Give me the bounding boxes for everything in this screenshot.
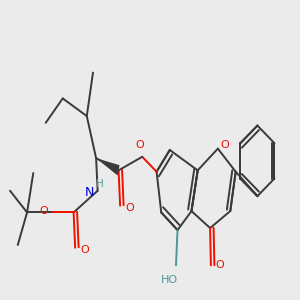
Text: HO: HO [161, 275, 178, 285]
Text: O: O [220, 140, 229, 150]
Text: O: O [125, 203, 134, 213]
Polygon shape [96, 158, 119, 175]
Text: O: O [215, 260, 224, 270]
Text: O: O [80, 245, 89, 255]
Text: N: N [85, 186, 94, 199]
Text: O: O [136, 140, 144, 150]
Text: O: O [40, 206, 49, 216]
Text: H: H [96, 179, 104, 189]
